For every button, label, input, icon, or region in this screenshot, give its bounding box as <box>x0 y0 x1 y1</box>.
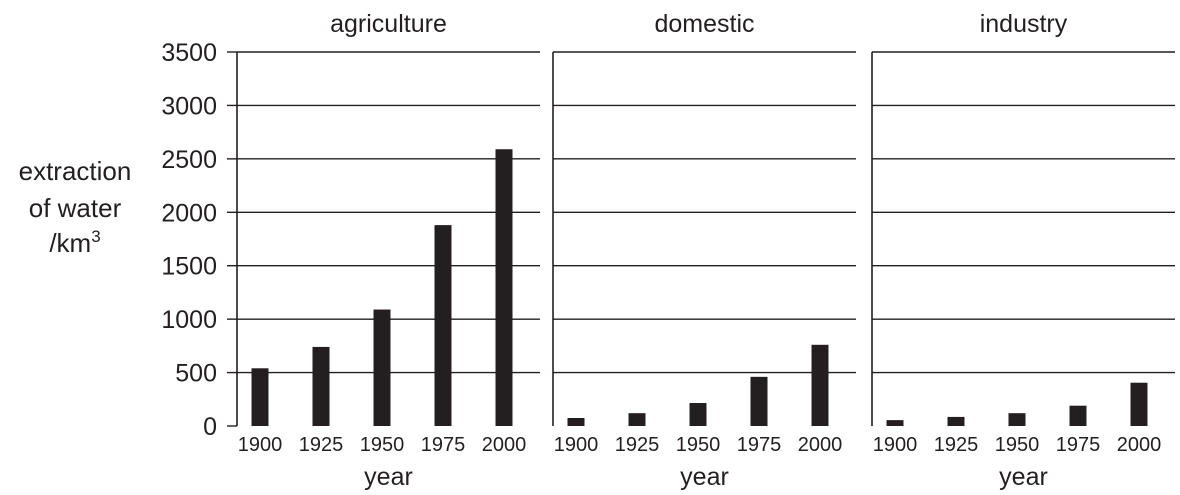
x-tick-label: 1950 <box>360 434 405 456</box>
y-tick-label: 1000 <box>161 306 217 334</box>
bar <box>251 368 269 426</box>
bar <box>373 309 391 426</box>
x-tick-label: 2000 <box>1117 434 1162 456</box>
x-axis-label: year <box>364 463 413 491</box>
y-axis-label-unit: /km <box>49 228 91 258</box>
bar <box>312 346 330 426</box>
bar <box>1130 382 1148 426</box>
y-axis-label-superscript: 3 <box>91 227 100 246</box>
bar <box>750 376 768 426</box>
y-axis-label-line-1: extraction <box>19 156 132 186</box>
x-tick-label: 1975 <box>421 434 466 456</box>
x-tick-label: 1975 <box>1056 434 1101 456</box>
x-tick-label: 1925 <box>934 434 979 456</box>
y-tick-label: 0 <box>203 413 217 441</box>
x-tick-label: 1950 <box>995 434 1040 456</box>
y-axis-label-line-3: /km3 <box>49 227 100 258</box>
x-tick-label: 2000 <box>798 434 843 456</box>
bar <box>495 149 513 427</box>
x-tick-label: 1900 <box>238 434 283 456</box>
x-tick-label: 1900 <box>554 434 599 456</box>
bar <box>1069 405 1087 426</box>
x-tick-label: 1900 <box>873 434 918 456</box>
bar <box>1008 413 1026 426</box>
x-axis-label: year <box>999 463 1048 491</box>
y-tick-label: 500 <box>175 360 217 388</box>
bar <box>689 403 707 426</box>
x-tick-label: 1975 <box>737 434 782 456</box>
y-tick-label: 3500 <box>161 39 217 67</box>
bar <box>628 413 646 426</box>
bar <box>811 344 829 426</box>
y-tick-label: 2500 <box>161 146 217 174</box>
bar <box>567 417 585 426</box>
x-axis-label: year <box>680 463 729 491</box>
y-axis-label-line-2: of water <box>29 193 122 223</box>
bar <box>886 420 904 426</box>
bar <box>434 225 452 426</box>
plot-area: 0 500 1000 1500 2000 2500 3000 3500 agriculture 1… <box>161 10 1175 491</box>
y-tick-label: 3000 <box>161 92 217 120</box>
x-tick-label: 2000 <box>482 434 527 456</box>
bar <box>947 416 965 426</box>
panel-title: domestic <box>654 10 754 38</box>
y-tick-label: 2000 <box>161 199 217 227</box>
x-tick-label: 1925 <box>615 434 660 456</box>
x-tick-label: 1925 <box>299 434 344 456</box>
panel-title: industry <box>980 10 1068 38</box>
panel-title: agriculture <box>330 10 447 38</box>
y-tick-label: 1500 <box>161 253 217 281</box>
x-tick-label: 1950 <box>676 434 721 456</box>
